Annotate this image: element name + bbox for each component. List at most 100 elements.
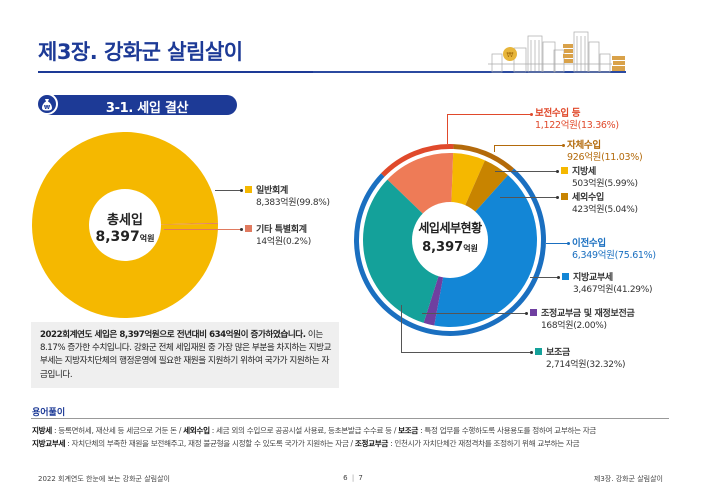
glossary-def: : 등록면허세, 재산세 등 세금으로 거둔 돈 / [51,426,184,435]
legend-item-subsidy: 보조금 2,714억원(32.32%) [535,347,625,371]
glossary-term: 세외수입 [183,426,210,435]
legend-value: 168억원(2.00%) [541,321,607,331]
legend-item-non-tax: 세외수입 423억원(5.04%) [561,192,638,216]
glossary-title: 용어풀이 [32,408,66,418]
legend-item-general-account: 일반회계 8,383억원(99.8%) [245,185,330,209]
description-bold: 2022회계연도 세입은 8,397억원으로 전년대비 634억원이 증가하였습… [40,330,306,340]
leader-line [546,243,568,244]
legend-item-local-allocation-tax: 지방교부세 3,467억원(41.29%) [562,272,652,296]
title-divider-right [313,71,626,73]
leader-line [495,171,557,172]
legend-label: 세외수입 [572,193,604,203]
donut-slice [154,222,218,225]
leader-line [447,114,448,144]
leader-dot [556,196,559,199]
leader-line [500,197,557,198]
glossary-def: : 자치단체의 부족한 재원을 보전해주고, 재정 불균형을 시정할 수 있도록… [65,439,355,448]
legend-value: 423억원(5.04%) [572,205,638,215]
legend-value: 503억원(5.99%) [572,179,638,189]
glossary-def: : 인천시가 자치단체간 재정격차를 조정하기 위해 교부하는 자금 [388,439,580,448]
legend-label: 이전수입 [572,238,606,249]
legend-swatch [535,348,542,355]
leader-dot [556,170,559,173]
legend-value: 2,714억원(32.32%) [546,360,626,370]
revenue-detail-donut-chart [353,143,547,337]
donut-center-value: 8,397억원 [400,236,500,255]
page-number-left: 6 [343,474,348,482]
glossary-def: : 특정 업무를 수행하도록 사용용도를 정하여 교부하는 자금 [418,426,597,435]
leader-dot [562,144,565,147]
legend-label: 자체수입 [567,140,601,151]
legend-item-adjustment-grant: 조정교부금 및 재정보전금 168억원(2.00%) [530,308,635,332]
page-separator: | [351,474,355,482]
leader-line [164,229,241,230]
legend-group-own-revenue: 자체수입 926억원(11.03%) [567,140,643,164]
section-title: 3-1. 세입 결산 [105,101,189,116]
description-body: 이는 8.17% 증가한 수치입니다. 강화군 전체 세입재원 중 가장 많은 … [40,330,332,380]
legend-label: 조정교부금 및 재정보전금 [541,309,635,319]
legend-swatch [530,309,537,316]
page-number-right: 7 [358,474,363,482]
leader-dot [240,189,243,192]
description-box [31,322,339,388]
leader-line [530,277,558,278]
legend-label: 보전수입 등 [535,108,581,119]
legend-label: 일반회계 [256,186,288,196]
section-header [40,95,237,115]
donut-slice [462,160,508,218]
footer-right: 제3장. 강화군 살림살이 [593,475,663,483]
leader-line [401,352,531,353]
leader-line [215,190,241,191]
donut-center-value: 8,397억원 [75,226,175,245]
legend-group-transfer: 이전수입 6,349억원(75.61%) [572,238,656,262]
group-ring-arc [380,144,454,177]
legend-value: 1,122억원(13.36%) [535,120,619,131]
legend-swatch [561,167,568,174]
legend-label: 지방교부세 [573,273,613,283]
page-title: 제3장. 강화군 살림살이 [38,40,243,64]
leader-dot [240,228,243,231]
city-skyline-illustration: ₩ [488,31,625,73]
center-value: 8,397 [422,240,464,255]
coin-icon [503,47,517,61]
donut-hole [412,202,488,278]
glossary-term: 지방교부세 [32,439,66,448]
money-bag-icon: ₩ [36,93,58,115]
legend-value: 14억원(0.2%) [256,237,311,247]
legend-swatch [245,186,252,193]
leader-line [494,145,495,152]
leader-dot [525,312,528,315]
glossary-term: 지방세 [32,426,52,435]
donut-slice [423,268,445,326]
center-unit: 억원 [139,234,155,243]
legend-swatch [562,273,569,280]
legend-group-carryover: 보전수입 등 1,122억원(13.36%) [535,108,619,132]
donut-hole [89,189,161,261]
glossary-def: : 세금 외의 수입으로 공공시설 사용료, 등초본발급 수수료 등 / [209,426,399,435]
glossary-divider [31,418,669,419]
legend-item-special-account: 기타 특별회계 14억원(0.2%) [245,224,311,248]
donut-center-title: 세입세부현황 [418,221,482,235]
legend-label: 지방세 [572,167,596,177]
glossary-line-2: 지방교부세 : 자치단체의 부족한 재원을 보전해주고, 재정 불균형을 시정할… [32,438,580,449]
legend-value: 6,349억원(75.61%) [572,250,656,261]
leader-line [422,313,526,314]
group-ring-arc [453,144,514,173]
legend-value: 926억원(11.03%) [567,152,643,163]
leader-line [494,145,563,146]
legend-label: 기타 특별회계 [256,225,307,235]
legend-item-local-tax: 지방세 503억원(5.99%) [561,166,638,190]
center-unit: 억원 [463,244,478,253]
glossary-term: 조정교부금 [354,439,389,448]
legend-swatch [245,225,252,232]
description-text: 2022회계연도 세입은 8,397억원으로 전년대비 634억원이 증가하였습… [40,329,336,382]
svg-text:₩: ₩ [44,105,50,111]
donut-center-title: 총세입 [107,213,143,228]
leader-dot [567,242,570,245]
donut-slice [32,132,218,319]
leader-dot [557,276,560,279]
legend-value: 8,383억원(99.8%) [256,198,330,208]
glossary-line-1: 지방세 : 등록면허세, 재산세 등 세금으로 거둔 돈 / 세외수입 : 세금… [32,425,596,436]
total-revenue-donut-chart [32,132,218,319]
footer-left: 2022 회계연도 한눈에 보는 강화군 살림살이 [38,475,170,483]
